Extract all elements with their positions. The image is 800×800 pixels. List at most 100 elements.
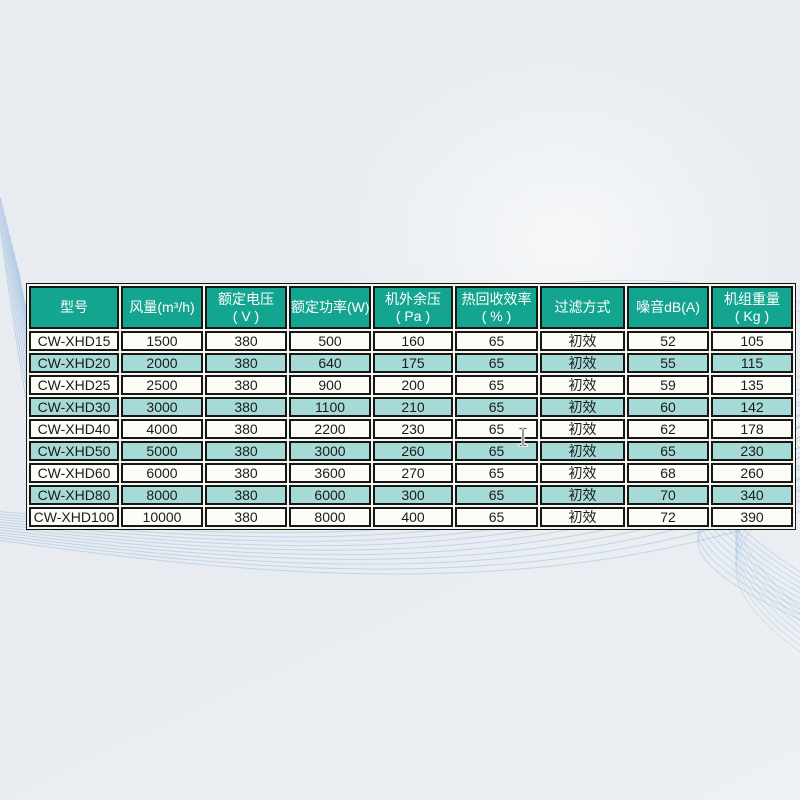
cell-efficiency: 65 [455, 507, 538, 527]
column-header-weight: 机组重量( Kg ) [711, 286, 793, 329]
cell-efficiency: 65 [455, 485, 538, 505]
cell-model: CW-XHD30 [29, 397, 119, 417]
header-sublabel: ( V ) [232, 307, 260, 324]
cell-airflow: 5000 [121, 441, 203, 461]
table-row: CW-XHD50 5000 380 3000 260 65 初效 65 230 [29, 441, 793, 461]
cell-model: CW-XHD40 [29, 419, 119, 439]
cell-weight: 105 [711, 331, 793, 351]
cell-noise: 55 [627, 353, 709, 373]
cell-model: CW-XHD50 [29, 441, 119, 461]
cell-model: CW-XHD15 [29, 331, 119, 351]
header-label: 机组重量 [724, 290, 780, 307]
cell-voltage: 380 [205, 353, 287, 373]
table-row: CW-XHD80 8000 380 6000 300 65 初效 70 340 [29, 485, 793, 505]
cell-voltage: 380 [205, 485, 287, 505]
cell-pressure: 260 [373, 441, 453, 461]
cell-power: 2200 [289, 419, 371, 439]
cell-noise: 60 [627, 397, 709, 417]
spec-table: 型号 风量(m³/h) 额定电压( V ) 额定功率(W) 机外余压( Pa )… [26, 283, 796, 530]
cell-noise: 70 [627, 485, 709, 505]
header-label: 噪音dB(A) [636, 299, 700, 315]
cell-model: CW-XHD80 [29, 485, 119, 505]
column-header-voltage: 额定电压( V ) [205, 286, 287, 329]
cell-weight: 340 [711, 485, 793, 505]
cell-airflow: 2500 [121, 375, 203, 395]
table-row: CW-XHD60 6000 380 3600 270 65 初效 68 260 [29, 463, 793, 483]
header-label: 风量(m³/h) [129, 299, 195, 315]
cell-weight: 115 [711, 353, 793, 373]
cell-filter: 初效 [540, 419, 625, 439]
column-header-noise: 噪音dB(A) [627, 286, 709, 329]
cell-power: 500 [289, 331, 371, 351]
cell-pressure: 200 [373, 375, 453, 395]
cell-filter: 初效 [540, 397, 625, 417]
cell-model: CW-XHD25 [29, 375, 119, 395]
header-label: 过滤方式 [554, 299, 611, 315]
cell-pressure: 175 [373, 353, 453, 373]
cell-pressure: 300 [373, 485, 453, 505]
cell-filter: 初效 [540, 353, 625, 373]
header-label: 型号 [60, 299, 88, 315]
cell-pressure: 230 [373, 419, 453, 439]
cell-airflow: 6000 [121, 463, 203, 483]
table-row: CW-XHD100 10000 380 8000 400 65 初效 72 39… [29, 507, 793, 527]
column-header-model: 型号 [29, 286, 119, 329]
column-header-efficiency: 热回收效率( % ) [455, 286, 538, 329]
cell-airflow: 10000 [121, 507, 203, 527]
column-header-pressure: 机外余压( Pa ) [373, 286, 453, 329]
cell-power: 900 [289, 375, 371, 395]
cell-pressure: 160 [373, 331, 453, 351]
cell-noise: 62 [627, 419, 709, 439]
cell-filter: 初效 [540, 331, 625, 351]
column-header-power: 额定功率(W) [289, 286, 371, 329]
cell-airflow: 2000 [121, 353, 203, 373]
header-sublabel: ( % ) [481, 307, 512, 324]
cell-weight: 230 [711, 441, 793, 461]
header-sublabel: ( Pa ) [395, 307, 431, 324]
table-row: CW-XHD20 2000 380 640 175 65 初效 55 115 [29, 353, 793, 373]
cell-weight: 135 [711, 375, 793, 395]
cell-voltage: 380 [205, 397, 287, 417]
cell-voltage: 380 [205, 375, 287, 395]
cell-model: CW-XHD100 [29, 507, 119, 527]
cell-efficiency: 65 [455, 353, 538, 373]
cell-voltage: 380 [205, 419, 287, 439]
cell-model: CW-XHD60 [29, 463, 119, 483]
cell-voltage: 380 [205, 463, 287, 483]
header-label: 机外余压 [385, 290, 441, 307]
cell-pressure: 270 [373, 463, 453, 483]
cell-efficiency: 65 [455, 375, 538, 395]
cell-power: 1100 [289, 397, 371, 417]
cell-noise: 68 [627, 463, 709, 483]
cell-weight: 390 [711, 507, 793, 527]
cell-voltage: 380 [205, 441, 287, 461]
cell-noise: 72 [627, 507, 709, 527]
cell-filter: 初效 [540, 485, 625, 505]
table-row: CW-XHD30 3000 380 1100 210 65 初效 60 142 [29, 397, 793, 417]
header-row: 型号 风量(m³/h) 额定电压( V ) 额定功率(W) 机外余压( Pa )… [29, 286, 793, 329]
header-label: 额定电压 [218, 290, 274, 307]
cell-power: 640 [289, 353, 371, 373]
cell-filter: 初效 [540, 375, 625, 395]
cell-filter: 初效 [540, 507, 625, 527]
cell-weight: 260 [711, 463, 793, 483]
header-label: 额定功率(W) [291, 299, 370, 315]
cell-weight: 142 [711, 397, 793, 417]
table-row: CW-XHD25 2500 380 900 200 65 初效 59 135 [29, 375, 793, 395]
table-body: CW-XHD15 1500 380 500 160 65 初效 52 105 C… [29, 331, 793, 527]
cell-efficiency: 65 [455, 397, 538, 417]
cell-airflow: 4000 [121, 419, 203, 439]
cell-power: 6000 [289, 485, 371, 505]
cell-model: CW-XHD20 [29, 353, 119, 373]
cell-airflow: 1500 [121, 331, 203, 351]
table-row: CW-XHD40 4000 380 2200 230 65 初效 62 178 [29, 419, 793, 439]
cell-voltage: 380 [205, 507, 287, 527]
cell-airflow: 3000 [121, 397, 203, 417]
cell-efficiency: 65 [455, 463, 538, 483]
cell-pressure: 210 [373, 397, 453, 417]
cell-efficiency: 65 [455, 441, 538, 461]
column-header-airflow: 风量(m³/h) [121, 286, 203, 329]
header-sublabel: ( Kg ) [734, 307, 770, 324]
table-row: CW-XHD15 1500 380 500 160 65 初效 52 105 [29, 331, 793, 351]
